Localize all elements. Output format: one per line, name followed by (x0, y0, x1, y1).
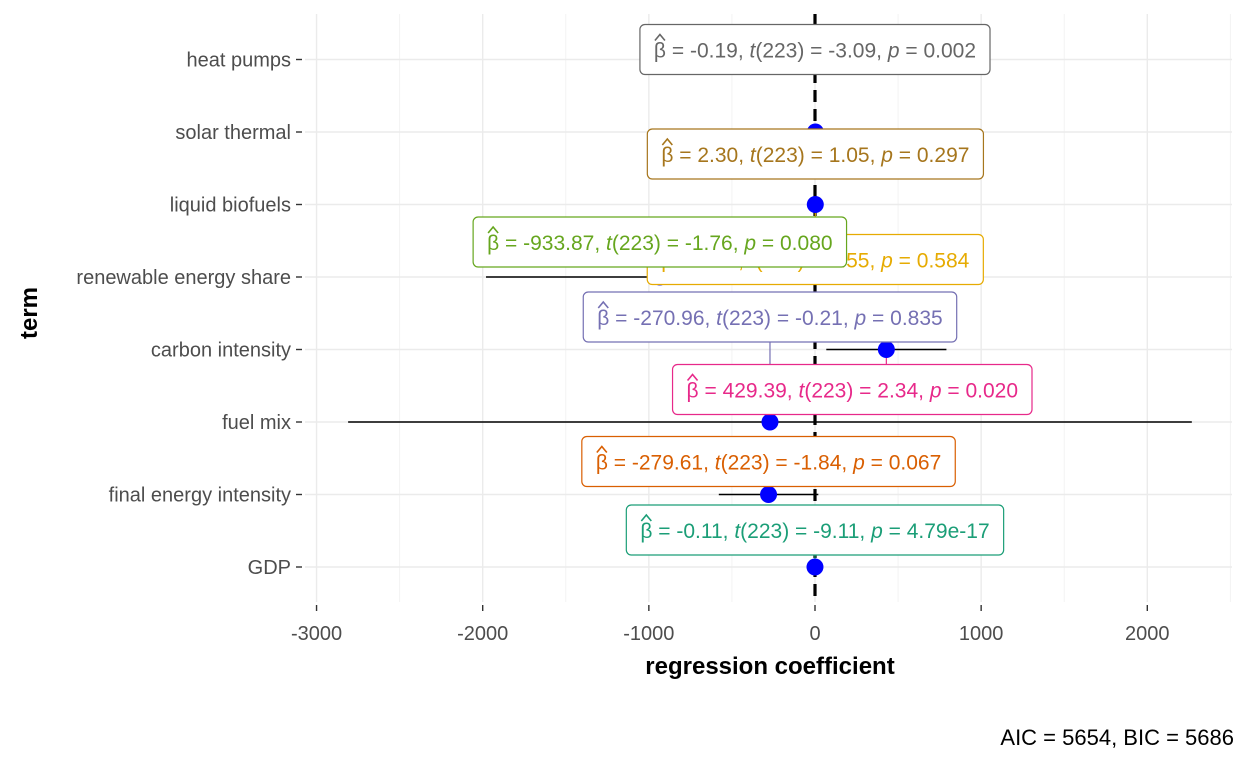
coefficient-label: β = -279.61, t(223) = -1.84, p = 0.067 (581, 435, 956, 488)
x-tick-label: -3000 (291, 623, 342, 645)
coefficient-point (761, 413, 779, 431)
coefficient-point (806, 558, 824, 576)
coefficient-point (806, 196, 824, 213)
y-tick-label: final energy intensity (109, 485, 291, 507)
x-tick-label: -2000 (457, 623, 508, 645)
y-tick-label: liquid biofuels (170, 195, 291, 217)
beta-hat-mark (686, 373, 699, 382)
y-tick-label: renewable energy share (76, 267, 291, 289)
beta-hat-mark (596, 445, 608, 454)
coefficient-label-box (646, 128, 985, 180)
coefficient-label-text: β = -933.87, t(223) = -1.76, p = 0.080 (487, 232, 832, 255)
y-tick-label: heat pumps (186, 50, 291, 72)
x-tick-label: 2000 (1125, 623, 1170, 645)
beta-hat-mark (597, 300, 609, 309)
y-tick-label: carbon intensity (151, 340, 291, 362)
coefficient-label-box (582, 291, 958, 343)
x-tick-label: 0 (809, 623, 820, 645)
x-axis-tick-labels: -3000 -2000 -1000 0 1000 2000 (291, 605, 1170, 645)
coefficient-label: β = -0.19, t(223) = -3.09, p = 0.002 (639, 23, 991, 76)
beta-hat-mark (654, 33, 666, 42)
beta-hat-mark (487, 225, 499, 234)
coefficient-label-box (472, 216, 848, 268)
coefficient-label-text: β = 429.39, t(223) = 2.34, p = 0.020 (687, 380, 1018, 403)
coefficient-label-text: β = -279.61, t(223) = -1.84, p = 0.067 (596, 452, 941, 475)
y-axis-title: term (16, 287, 43, 339)
beta-hat-mark (661, 137, 673, 146)
coefficient-label: β = -933.87, t(223) = -1.76, p = 0.080 (472, 216, 848, 268)
coefficient-label-text: β = -0.19, t(223) = -3.09, p = 0.002 (654, 40, 976, 63)
coefficient-label: β = 2.30, t(223) = 1.05, p = 0.297 (646, 128, 985, 180)
beta-hat-mark (640, 513, 652, 522)
coefficient-point (760, 486, 778, 503)
coefficient-label: β = -0.11, t(223) = -9.11, p = 4.79e-17 (625, 504, 1005, 556)
coefficient-label-box (625, 504, 1005, 556)
coefficient-point (877, 341, 895, 358)
coefficient-label: β = 429.39, t(223) = 2.34, p = 0.020 (671, 363, 1033, 416)
coefficient-label: β = -270.96, t(223) = -0.21, p = 0.835 (582, 291, 958, 343)
x-tick-label: -1000 (623, 623, 674, 645)
x-axis-title: regression coefficient (645, 653, 894, 680)
coefficient-label-box (581, 435, 956, 488)
coefficient-label-box (671, 363, 1033, 416)
y-tick-label: fuel mix (222, 412, 291, 434)
y-tick-label: solar thermal (175, 122, 291, 144)
y-axis-tick-labels: heat pumps solar thermal liquid biofuels re… (76, 50, 302, 579)
coefficient-label-text: β = -0.11, t(223) = -9.11, p = 4.79e-17 (640, 520, 989, 543)
y-tick-label: GDP (248, 557, 291, 579)
model-fit-caption: AIC = 5654, BIC = 5686 (1000, 725, 1234, 750)
coefficient-label-text: β = 2.30, t(223) = 1.05, p = 0.297 (661, 144, 969, 167)
coefficient-label-box (639, 23, 991, 76)
coefficient-label-text: β = -270.96, t(223) = -0.21, p = 0.835 (597, 307, 942, 330)
x-tick-label: 1000 (959, 623, 1004, 645)
